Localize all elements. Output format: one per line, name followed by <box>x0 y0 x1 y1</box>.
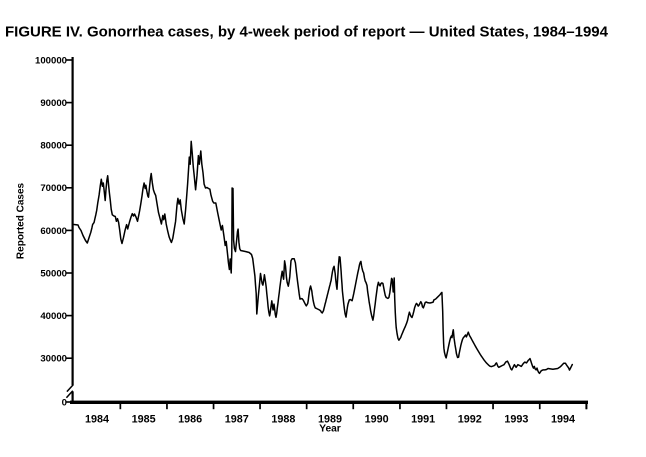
svg-text:1991: 1991 <box>411 414 435 426</box>
svg-text:1993: 1993 <box>504 414 528 426</box>
svg-text:60000: 60000 <box>40 226 67 237</box>
svg-text:1990: 1990 <box>365 414 389 426</box>
svg-text:1992: 1992 <box>458 414 482 426</box>
svg-text:1988: 1988 <box>271 414 295 426</box>
svg-text:Reported Cases: Reported Cases <box>16 182 27 259</box>
svg-text:30000: 30000 <box>40 354 67 365</box>
svg-text:1984: 1984 <box>85 414 109 426</box>
svg-text:0: 0 <box>62 397 67 408</box>
svg-text:1987: 1987 <box>225 414 249 426</box>
svg-text:1989: 1989 <box>318 414 342 426</box>
svg-text:1986: 1986 <box>178 414 202 426</box>
svg-text:1994: 1994 <box>551 414 575 426</box>
svg-text:1985: 1985 <box>132 414 156 426</box>
svg-text:90000: 90000 <box>40 98 67 109</box>
svg-text:100000: 100000 <box>35 55 67 66</box>
svg-text:Year: Year <box>319 424 341 435</box>
svg-text:40000: 40000 <box>40 311 67 322</box>
svg-text:80000: 80000 <box>40 141 67 152</box>
svg-text:FIGURE IV. Gonorrhea cases, by: FIGURE IV. Gonorrhea cases, by 4-week pe… <box>5 24 609 41</box>
svg-text:70000: 70000 <box>40 183 67 194</box>
svg-text:50000: 50000 <box>40 268 67 279</box>
